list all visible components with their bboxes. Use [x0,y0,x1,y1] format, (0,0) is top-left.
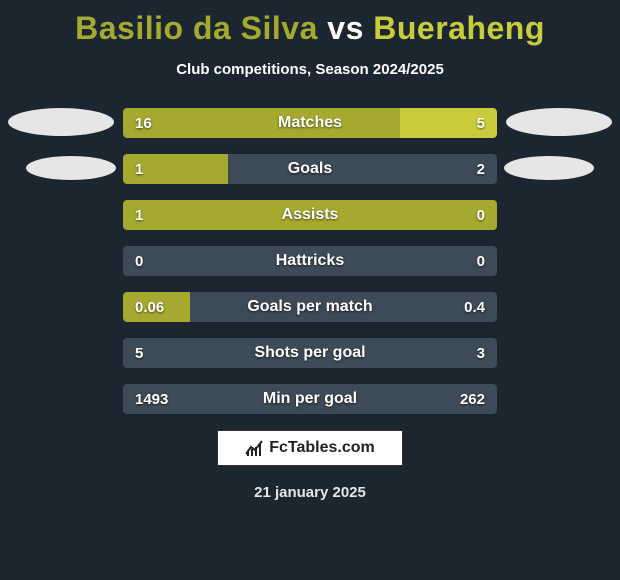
source-logo-text: FcTables.com [269,439,375,457]
stat-label: Min per goal [123,384,497,414]
stat-label: Shots per goal [123,338,497,368]
chart-icon [245,439,263,457]
vs-separator: vs [327,10,364,46]
stat-label: Hattricks [123,246,497,276]
source-logo: FcTables.com [217,430,403,466]
subtitle: Club competitions, Season 2024/2025 [0,61,620,78]
stat-row: 0.060.4Goals per match [123,292,497,322]
player1-badge-placeholder-1 [8,108,114,136]
player2-name: Bueraheng [373,10,545,46]
stat-label: Matches [123,108,497,138]
stat-row: 1493262Min per goal [123,384,497,414]
player2-badge-placeholder-2 [504,156,594,180]
stat-bars: 165Matches 12Goals 10Assists 00Hattricks 0.0… [123,108,497,414]
stat-row: 10Assists [123,200,497,230]
stat-label: Assists [123,200,497,230]
stat-row: 165Matches [123,108,497,138]
player1-name: Basilio da Silva [75,10,318,46]
stat-row: 00Hattricks [123,246,497,276]
stat-row: 53Shots per goal [123,338,497,368]
comparison-title: Basilio da Silva vs Bueraheng [0,0,620,47]
stat-label: Goals per match [123,292,497,322]
date-label: 21 january 2025 [0,484,620,501]
comparison-chart: 165Matches 12Goals 10Assists 00Hattricks 0.0… [0,108,620,414]
stat-row: 12Goals [123,154,497,184]
player1-badge-placeholder-2 [26,156,116,180]
player2-badge-placeholder-1 [506,108,612,136]
stat-label: Goals [123,154,497,184]
